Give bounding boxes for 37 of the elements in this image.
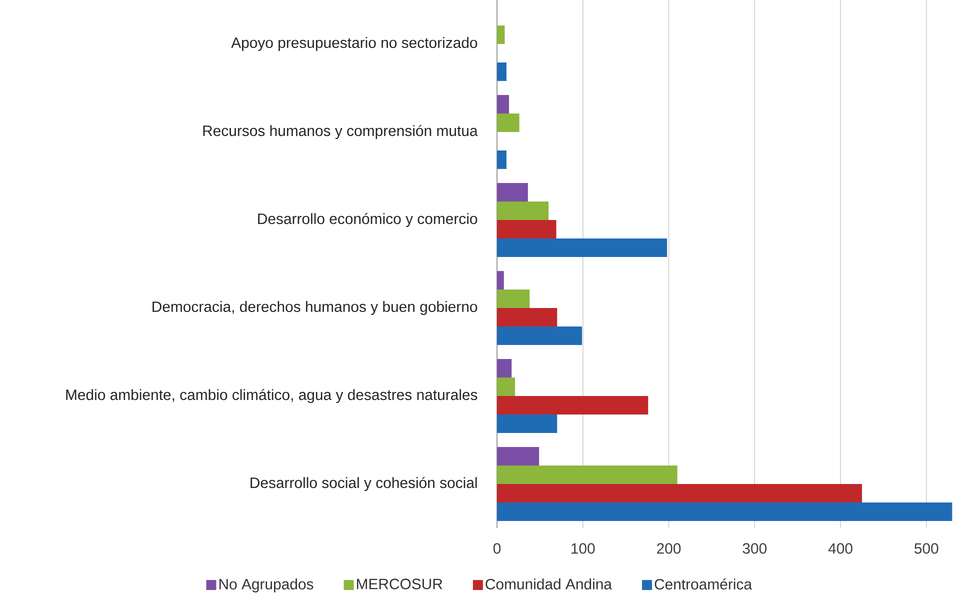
bar bbox=[497, 484, 862, 502]
bar bbox=[497, 502, 952, 521]
bar bbox=[497, 220, 556, 238]
bar bbox=[497, 414, 558, 433]
legend-label: No Agrupados bbox=[219, 578, 314, 592]
bar bbox=[497, 183, 528, 202]
legend-label: Centroamérica bbox=[654, 578, 752, 590]
bar bbox=[497, 150, 506, 169]
y-tick-label: Democracia, derechos humanos y buen gobierno bbox=[152, 301, 478, 315]
bar bbox=[497, 466, 678, 484]
bar bbox=[497, 26, 505, 44]
bar bbox=[497, 326, 582, 345]
bar bbox=[497, 396, 648, 414]
y-tick-label: Recursos humanos y comprensión mutua bbox=[203, 124, 478, 140]
y-tick-label: Desarrollo social y cohesión social bbox=[250, 476, 477, 492]
y-tick-label: Medio ambiente, cambio climático, agua y desastres naturales bbox=[66, 388, 478, 404]
bar bbox=[497, 95, 510, 114]
bar bbox=[497, 62, 506, 81]
bar bbox=[497, 447, 540, 466]
legend-label: MERCOSUR bbox=[356, 578, 442, 590]
x-tick-label: 400 bbox=[828, 543, 852, 554]
bar bbox=[497, 378, 516, 396]
bar bbox=[497, 308, 558, 326]
x-tick-label: 100 bbox=[572, 543, 595, 554]
y-tick-label: Apoyo presupuestario no sectorizado bbox=[231, 37, 478, 51]
bar bbox=[497, 202, 549, 220]
bar bbox=[497, 238, 668, 257]
bar bbox=[497, 114, 520, 132]
bar bbox=[497, 359, 512, 378]
y-tick-label: Desarrollo económico y comercio bbox=[258, 212, 478, 228]
x-tick-label: 200 bbox=[657, 543, 681, 554]
legend-label: Comunidad Andina bbox=[486, 578, 612, 590]
bar bbox=[497, 290, 530, 308]
bar bbox=[497, 271, 504, 290]
x-tick-label: 0 bbox=[493, 543, 501, 554]
x-tick-label: 300 bbox=[742, 543, 767, 554]
x-tick-label: 500 bbox=[914, 543, 938, 554]
